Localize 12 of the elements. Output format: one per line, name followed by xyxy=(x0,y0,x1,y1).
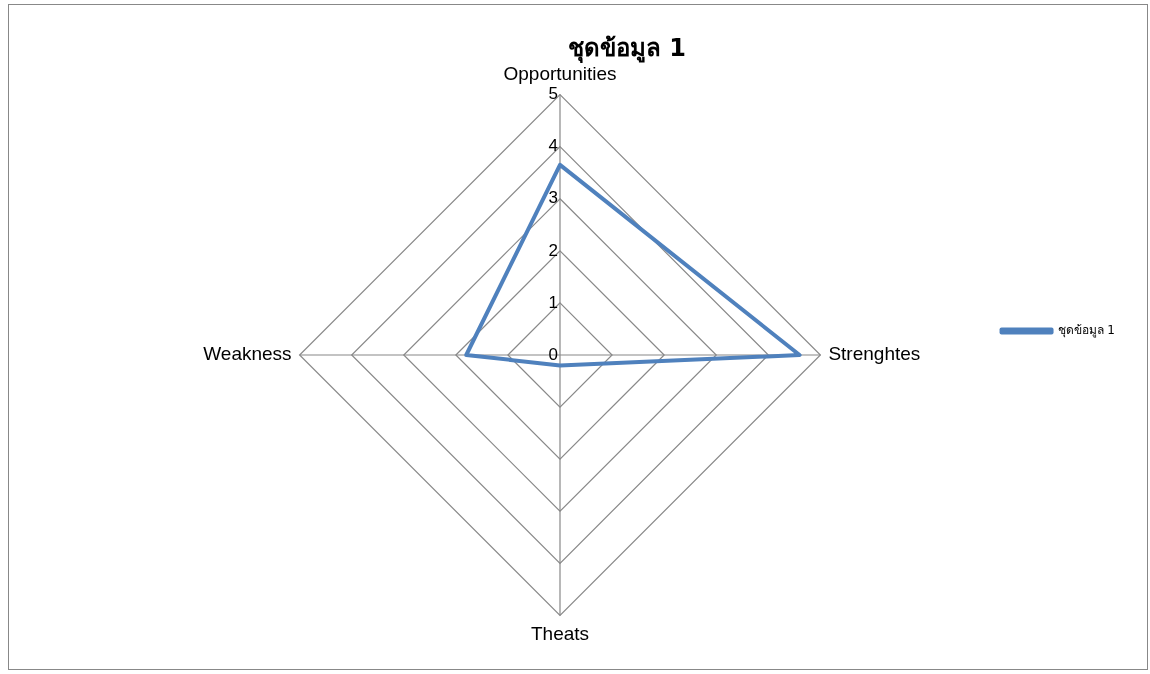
spoke-label: Theats xyxy=(530,623,590,645)
legend-label: ชุดข้อมูล 1 xyxy=(1057,323,1115,339)
y-tick-label: 3 xyxy=(548,188,558,208)
y-tick-label: 2 xyxy=(548,240,558,260)
spoke-label: Weakness xyxy=(203,343,292,365)
y-tick-label: 0 xyxy=(548,344,558,364)
y-tick-label: 1 xyxy=(548,292,558,312)
y-tick-label: 4 xyxy=(548,136,558,156)
y-tick-label: 5 xyxy=(548,84,558,104)
spoke-label: Opportunities xyxy=(503,63,617,85)
spoke-label: Strenghtes xyxy=(828,343,921,365)
chart-title: ชุดข้อมูล 1 xyxy=(567,33,687,64)
